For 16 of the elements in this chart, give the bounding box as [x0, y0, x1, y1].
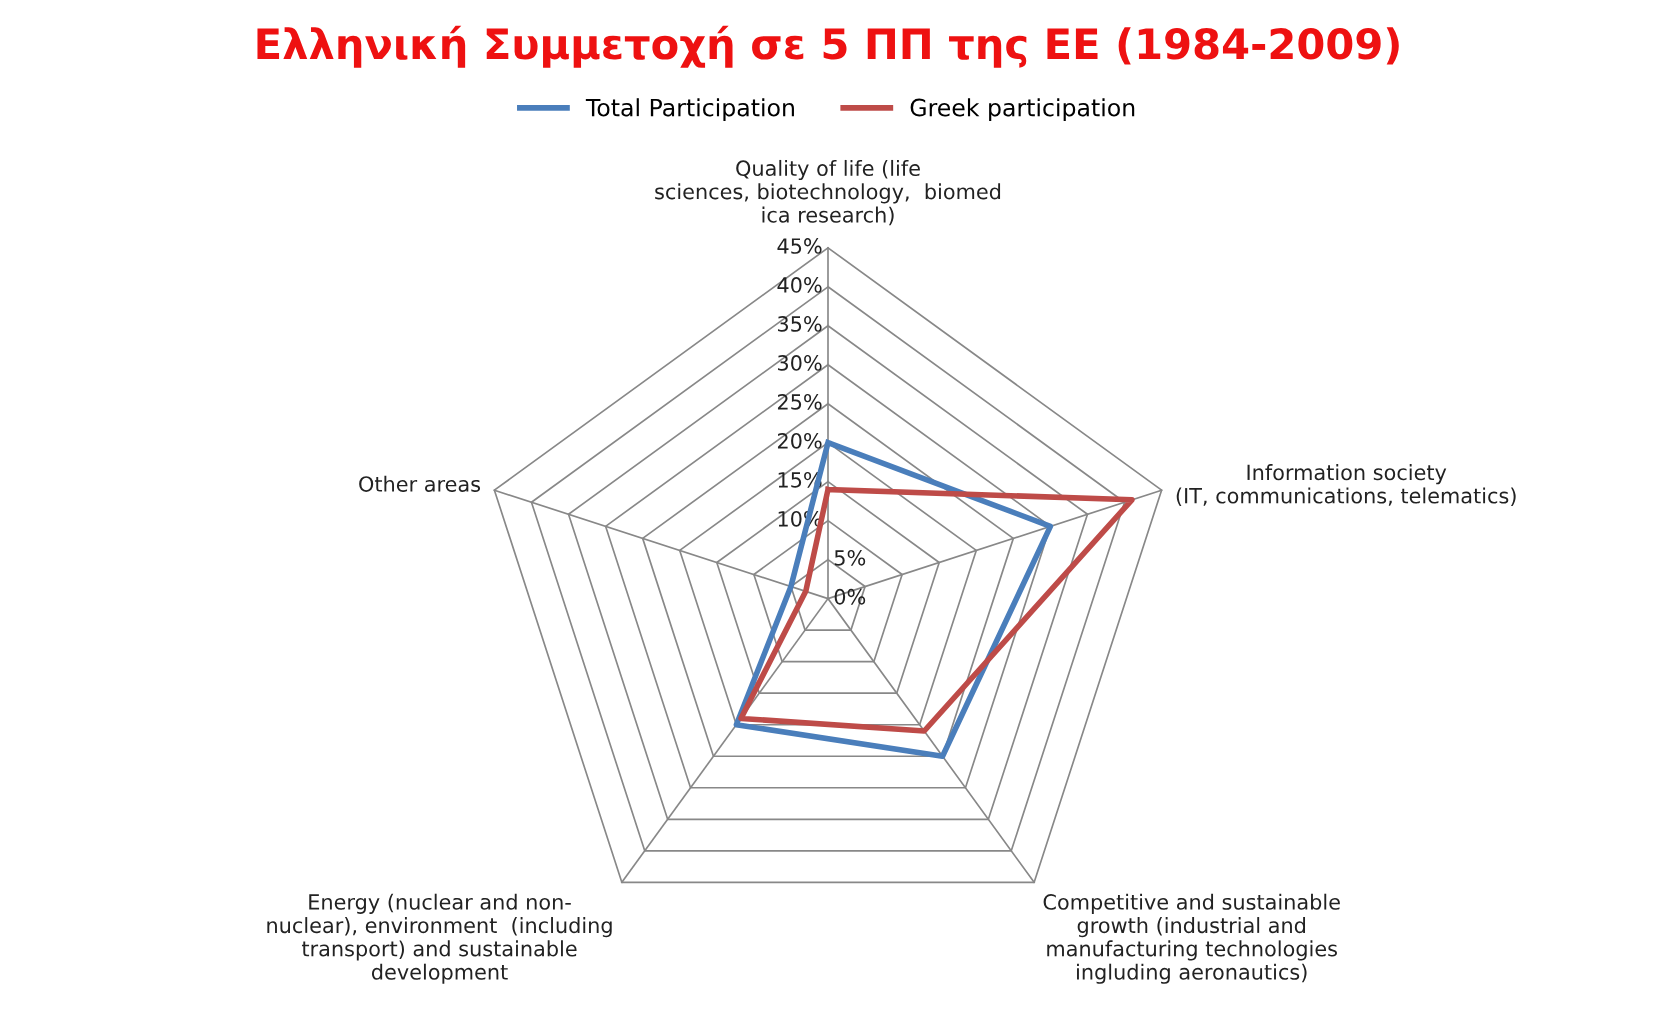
y-tick-label: 35% — [778, 316, 822, 332]
legend-label: Greek participation — [910, 98, 1135, 122]
y-tick-label: 40% — [777, 277, 822, 293]
spoke-label: Other areas — [359, 475, 481, 492]
chart-title: Ελληνική Συμμετοχή σε 5 ΠΠ της ΕΕ (1984-2009) — [257, 25, 1399, 68]
spoke-label: Competitive and sustainable growth (industrial and manufacturing technologies ingluding aeronautics) — [1043, 893, 1340, 984]
y-tick-label: 45% — [777, 238, 822, 254]
y-tick-label: 0% — [834, 588, 866, 605]
y-tick-label: 25% — [777, 394, 822, 410]
spoke-label: Energy (nuclear and non- nuclear), environment (including transport) and sustainable development — [267, 893, 612, 984]
legend-label: Total Participation — [585, 98, 794, 122]
spoke-label: Quality of life (life sciences, biotechnology, biomed ica research) — [655, 159, 1001, 226]
spoke-label: Information society (IT, communications, telematics) — [1176, 464, 1516, 507]
y-tick-label: 30% — [778, 355, 822, 371]
y-tick-label: 20% — [777, 432, 822, 449]
y-tick-label: 5% — [834, 549, 866, 566]
